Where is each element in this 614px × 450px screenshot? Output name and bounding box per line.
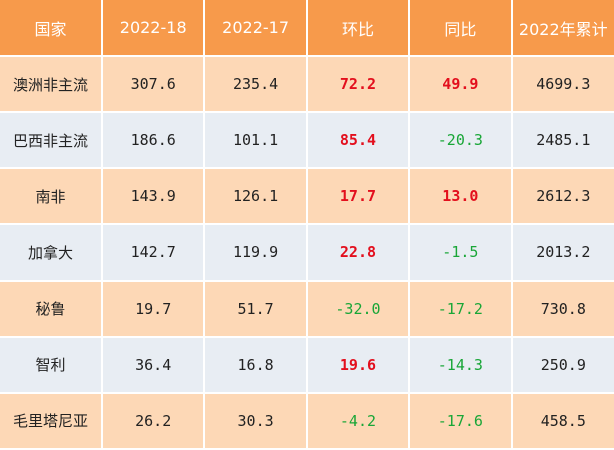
table-row: 加拿大 142.7 119.9 22.8 -1.5 2013.2: [0, 224, 614, 282]
value-cell: 143.9: [102, 168, 206, 226]
table-row: 毛里塔尼亚 26.2 30.3 -4.2 -17.6 458.5: [0, 392, 614, 450]
change-cell: 19.6: [306, 336, 411, 394]
country-cell: 毛里塔尼亚: [0, 392, 103, 450]
change-cell: 72.2: [306, 56, 411, 114]
header-yoy: 同比: [409, 0, 513, 57]
change-cell: -1.5: [409, 224, 513, 282]
header-week-18: 2022-18: [102, 0, 206, 57]
change-cell: -17.6: [409, 392, 513, 450]
change-cell: -14.3: [409, 336, 513, 394]
table-row: 澳洲非主流 307.6 235.4 72.2 49.9 4699.3: [0, 56, 614, 114]
header-week-17: 2022-17: [204, 0, 308, 57]
change-cell: 49.9: [409, 56, 513, 114]
table-row: 巴西非主流 186.6 101.1 85.4 -20.3 2485.1: [0, 112, 614, 170]
change-cell: -32.0: [306, 280, 411, 338]
value-cell: 51.7: [204, 280, 308, 338]
table-row: 秘鲁 19.7 51.7 -32.0 -17.2 730.8: [0, 280, 614, 338]
value-cell: 36.4: [102, 336, 206, 394]
change-cell: 85.4: [306, 112, 411, 170]
header-row: 国家 2022-18 2022-17 环比 同比 2022年累计: [0, 0, 614, 57]
header-week-change: 环比: [306, 0, 411, 57]
country-cell: 智利: [0, 336, 103, 394]
table-row: 智利 36.4 16.8 19.6 -14.3 250.9: [0, 336, 614, 394]
cumulative-cell: 2612.3: [511, 168, 614, 226]
change-cell: 17.7: [306, 168, 411, 226]
value-cell: 26.2: [102, 392, 206, 450]
cumulative-cell: 458.5: [511, 392, 614, 450]
country-cell: 南非: [0, 168, 103, 226]
value-cell: 16.8: [204, 336, 308, 394]
change-cell: 22.8: [306, 224, 411, 282]
table-row: 南非 143.9 126.1 17.7 13.0 2612.3: [0, 168, 614, 226]
change-cell: -4.2: [306, 392, 411, 450]
value-cell: 30.3: [204, 392, 308, 450]
cumulative-cell: 250.9: [511, 336, 614, 394]
change-cell: -20.3: [409, 112, 513, 170]
country-cell: 澳洲非主流: [0, 56, 103, 114]
cumulative-cell: 2013.2: [511, 224, 614, 282]
value-cell: 101.1: [204, 112, 308, 170]
value-cell: 235.4: [204, 56, 308, 114]
country-cell: 加拿大: [0, 224, 103, 282]
country-cell: 巴西非主流: [0, 112, 103, 170]
value-cell: 19.7: [102, 280, 206, 338]
value-cell: 126.1: [204, 168, 308, 226]
cumulative-cell: 730.8: [511, 280, 614, 338]
cumulative-cell: 4699.3: [511, 56, 614, 114]
change-cell: 13.0: [409, 168, 513, 226]
value-cell: 119.9: [204, 224, 308, 282]
country-cell: 秘鲁: [0, 280, 103, 338]
value-cell: 186.6: [102, 112, 206, 170]
header-cumulative: 2022年累计: [511, 0, 614, 57]
change-cell: -17.2: [409, 280, 513, 338]
header-country: 国家: [0, 0, 103, 57]
cumulative-cell: 2485.1: [511, 112, 614, 170]
value-cell: 307.6: [102, 56, 206, 114]
value-cell: 142.7: [102, 224, 206, 282]
